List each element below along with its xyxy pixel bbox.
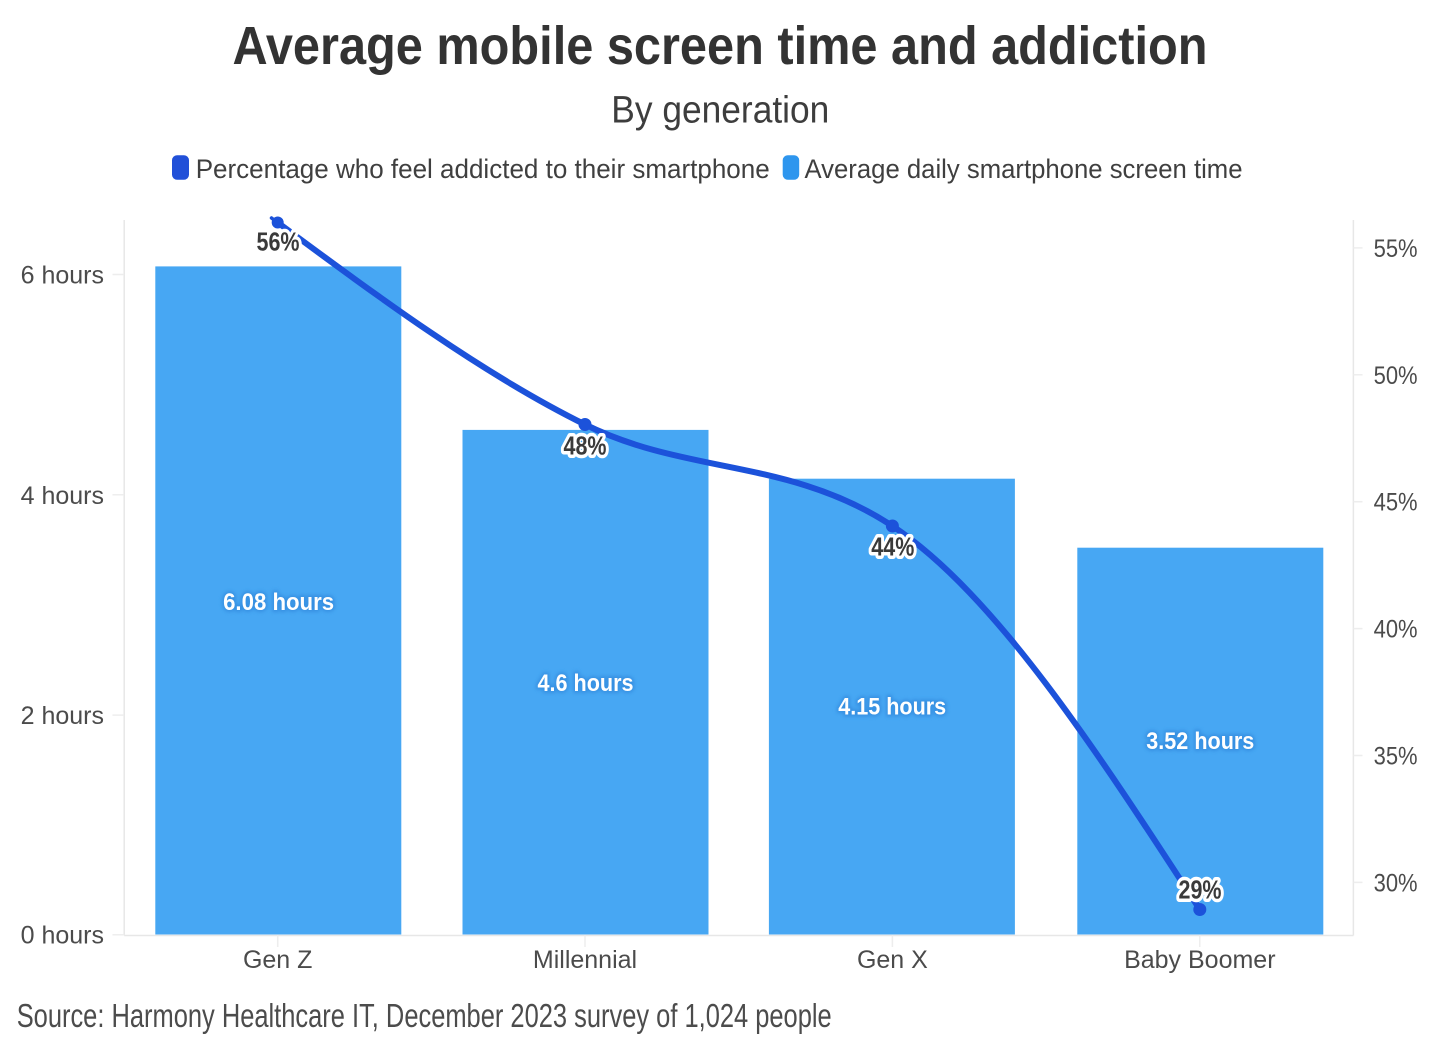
svg-text:55%: 55% — [1374, 235, 1418, 263]
svg-text:56%: 56% — [257, 227, 300, 257]
svg-text:6.08 hours: 6.08 hours — [223, 589, 334, 616]
svg-text:Source: Harmony Healthcare IT,: Source: Harmony Healthcare IT, December … — [17, 997, 832, 1034]
svg-text:2 hours: 2 hours — [21, 702, 104, 730]
svg-text:6.08 hours: 6.08 hours — [223, 589, 334, 616]
svg-text:Average mobile screen time and: Average mobile screen time and addiction — [233, 16, 1208, 76]
svg-text:4.15 hours: 4.15 hours — [838, 694, 946, 721]
svg-text:4.6 hours: 4.6 hours — [538, 670, 634, 697]
svg-text:48%: 48% — [564, 431, 607, 461]
svg-text:45%: 45% — [1374, 489, 1418, 517]
svg-text:35%: 35% — [1374, 743, 1418, 771]
svg-text:56%: 56% — [257, 227, 300, 257]
svg-text:Average daily smartphone scree: Average daily smartphone screen time — [805, 154, 1243, 184]
svg-text:Baby Boomer: Baby Boomer — [1124, 946, 1275, 974]
svg-text:48%: 48% — [564, 431, 607, 461]
svg-text:50%: 50% — [1374, 362, 1418, 390]
svg-text:4.15 hours: 4.15 hours — [838, 694, 946, 721]
svg-text:6 hours: 6 hours — [21, 262, 104, 290]
svg-text:0 hours: 0 hours — [21, 921, 104, 949]
svg-text:30%: 30% — [1374, 869, 1418, 897]
svg-text:Gen Z: Gen Z — [243, 946, 312, 974]
svg-text:3.52 hours: 3.52 hours — [1146, 728, 1254, 755]
svg-text:29%: 29% — [1179, 875, 1222, 905]
svg-text:44%: 44% — [871, 532, 914, 562]
svg-text:3.52 hours: 3.52 hours — [1146, 728, 1254, 755]
svg-text:4.6 hours: 4.6 hours — [538, 670, 634, 697]
svg-text:29%: 29% — [1179, 875, 1222, 905]
svg-text:Percentage who feel addicted t: Percentage who feel addicted to their sm… — [196, 154, 770, 184]
svg-text:4 hours: 4 hours — [21, 482, 104, 510]
svg-text:By generation: By generation — [611, 90, 829, 132]
svg-text:Gen X: Gen X — [857, 946, 928, 974]
svg-text:40%: 40% — [1374, 616, 1418, 644]
svg-text:Millennial: Millennial — [533, 946, 637, 974]
svg-text:44%: 44% — [871, 532, 914, 562]
